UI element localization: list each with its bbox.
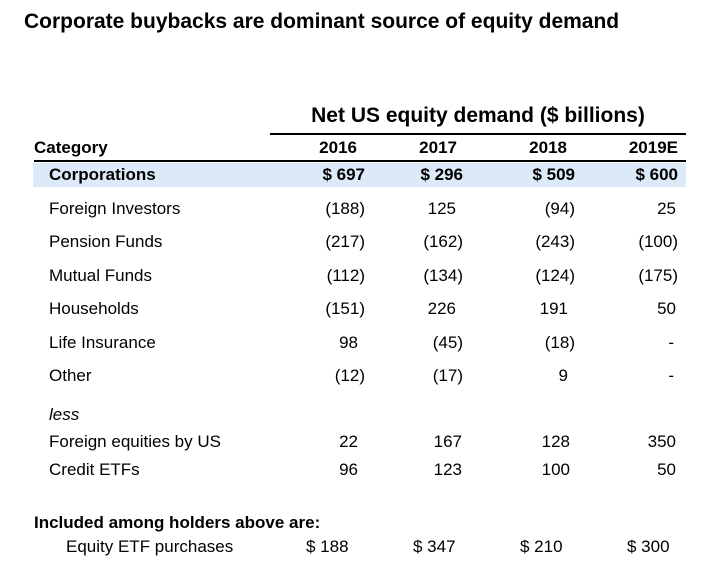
table-group-header: Net US equity demand ($ billions) (311, 104, 645, 127)
cell-life-insurance-2017: (45) (432, 333, 463, 352)
cell-foreign-investors-2018: (94) (544, 199, 575, 218)
cell-other-2019e: - (668, 366, 674, 385)
cell-foreign-investors-2017: 125 (427, 199, 456, 218)
row-label-credit-etfs: Credit ETFs (49, 460, 140, 479)
row-label-other: Other (49, 366, 92, 385)
column-header-category: Category (34, 138, 108, 157)
cell-pension-funds-2019e: (100) (638, 232, 678, 251)
cell-mutual-funds-2016: (112) (326, 266, 365, 285)
row-label-households: Households (49, 299, 139, 318)
cell-other-2016: (12) (334, 366, 365, 385)
cell-credit-etfs-2019e: 50 (657, 460, 676, 479)
cell-corporations-2016: $ 697 (322, 165, 365, 184)
cell-other-2017: (17) (432, 366, 463, 385)
row-label-foreign-investors: Foreign Investors (49, 199, 181, 218)
cell-equity-etf-2017: $ 347 (413, 537, 456, 556)
cell-foreign-equities-2018: 128 (541, 432, 570, 451)
cell-equity-etf-2018: $ 210 (520, 537, 563, 556)
cell-pension-funds-2016: (217) (325, 232, 365, 251)
cell-corporations-2018: $ 509 (532, 165, 575, 184)
cell-households-2019e: 50 (657, 299, 676, 318)
cell-life-insurance-2016: 98 (339, 333, 358, 352)
cell-households-2016: (151) (325, 299, 365, 318)
cell-pension-funds-2017: (162) (423, 232, 463, 251)
cell-mutual-funds-2019e: (175) (638, 266, 678, 285)
cell-households-2018: 191 (539, 299, 568, 318)
cell-foreign-equities-2016: 22 (339, 432, 358, 451)
cell-equity-etf-2016: $ 188 (306, 537, 349, 556)
cell-foreign-investors-2019e: 25 (657, 199, 676, 218)
group-header-rule (270, 133, 686, 135)
less-label: less (49, 405, 80, 424)
cell-mutual-funds-2018: (124) (535, 266, 575, 285)
row-label-life-insurance: Life Insurance (49, 333, 156, 352)
cell-mutual-funds-2017: (134) (423, 266, 463, 285)
cell-credit-etfs-2018: 100 (541, 460, 570, 479)
page-title: Corporate buybacks are dominant source o… (24, 10, 620, 33)
included-heading: Included among holders above are: (34, 513, 321, 532)
header-rule (34, 160, 686, 162)
row-label-pension-funds: Pension Funds (49, 232, 163, 251)
row-label-foreign-equities-by-us: Foreign equities by US (49, 432, 221, 451)
column-header-2016: 2016 (319, 138, 357, 157)
highlight-row-background (33, 163, 686, 187)
cell-foreign-investors-2016: (188) (325, 199, 365, 218)
cell-other-2018: 9 (558, 366, 568, 385)
row-label-equity-etf-purchases: Equity ETF purchases (66, 537, 234, 556)
cell-credit-etfs-2016: 96 (339, 460, 358, 479)
column-header-2018: 2018 (529, 138, 567, 157)
column-header-2017: 2017 (419, 138, 457, 157)
cell-life-insurance-2019e: - (668, 333, 674, 352)
cell-life-insurance-2018: (18) (544, 333, 575, 352)
cell-credit-etfs-2017: 123 (433, 460, 462, 479)
row-label-mutual-funds: Mutual Funds (49, 266, 152, 285)
cell-pension-funds-2018: (243) (535, 232, 575, 251)
cell-foreign-equities-2019e: 350 (647, 432, 676, 451)
row-label-corporations: Corporations (49, 165, 156, 184)
cell-foreign-equities-2017: 167 (433, 432, 462, 451)
cell-equity-etf-2019e: $ 300 (627, 537, 670, 556)
column-header-2019e: 2019E (628, 138, 678, 157)
cell-households-2017: 226 (427, 299, 456, 318)
cell-corporations-2017: $ 296 (420, 165, 463, 184)
cell-corporations-2019e: $ 600 (635, 165, 678, 184)
